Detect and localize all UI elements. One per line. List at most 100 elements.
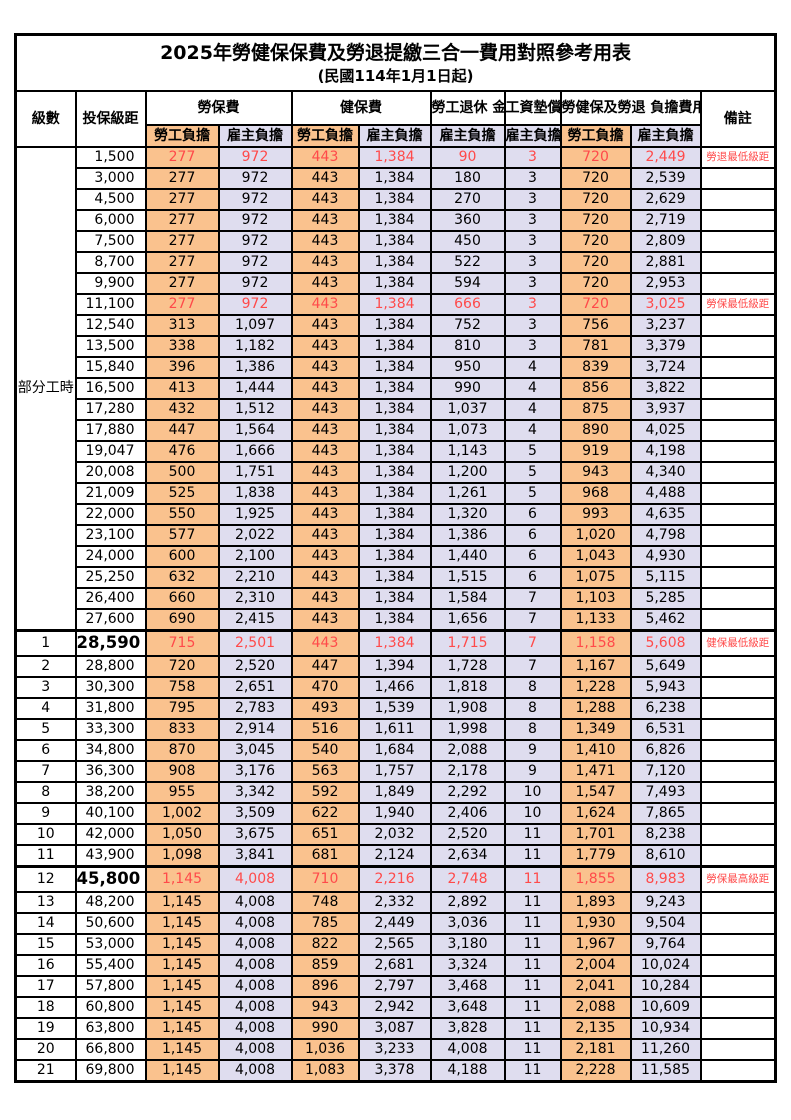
total-employer-cell: 9,243 [629, 891, 702, 914]
total-employer-cell: 3,237 [629, 314, 702, 337]
fund-employer-cell: 11 [503, 996, 562, 1019]
total-employee-cell: 890 [559, 419, 632, 442]
remark-cell [699, 188, 777, 211]
labor-employer-cell: 1,564 [217, 419, 293, 442]
health-employer-cell: 1,384 [357, 146, 432, 169]
salary-cell: 28,800 [74, 655, 147, 678]
remark-cell [699, 209, 777, 232]
level-cell: 15 [14, 933, 77, 956]
health-employee-cell: 785 [290, 912, 360, 935]
labor-employee-cell: 1,050 [144, 823, 220, 846]
level-cell: 9 [14, 802, 77, 825]
remark-cell [699, 823, 777, 846]
total-employee-cell: 720 [559, 188, 632, 211]
health-employer-cell: 1,384 [357, 209, 432, 232]
remark-cell [699, 251, 777, 274]
labor-employee-cell: 277 [144, 272, 220, 295]
salary-cell: 40,100 [74, 802, 147, 825]
labor-employer-cell: 3,841 [217, 844, 293, 867]
health-employee-cell: 443 [290, 545, 360, 568]
health-employer-cell: 1,384 [357, 398, 432, 421]
salary-cell: 25,250 [74, 566, 147, 589]
total-employee-cell: 756 [559, 314, 632, 337]
remark-cell [699, 545, 777, 568]
fund-employer-cell: 7 [503, 608, 562, 631]
total-employee-cell: 1,930 [559, 912, 632, 935]
health-employer-cell: 2,797 [357, 975, 432, 998]
health-employee-cell: 516 [290, 718, 360, 741]
total-employer-cell: 4,488 [629, 482, 702, 505]
column-header-level: 級數 [14, 90, 77, 148]
health-employee-cell: 443 [290, 524, 360, 547]
total-employee-cell: 968 [559, 482, 632, 505]
table-row: 3,000 277 972 443 1,384 180 3 720 2,539 [16, 167, 777, 190]
labor-employer-cell: 2,210 [217, 566, 293, 589]
health-employer-cell: 1,384 [357, 482, 432, 505]
fund-employer-cell: 7 [503, 655, 562, 678]
total-employee-cell: 720 [559, 293, 632, 316]
total-employee-cell: 1,133 [559, 608, 632, 631]
table-row: 9 40,100 1,002 3,509 622 1,940 2,406 10 1,624 7,8… [14, 802, 777, 825]
health-employee-cell: 990 [290, 1017, 360, 1040]
health-employer-cell: 1,384 [357, 377, 432, 400]
table-row: 12 45,800 1,145 4,008 710 2,216 2,748 11 1,855 8,… [14, 865, 777, 893]
remark-cell [699, 891, 777, 914]
health-employer-cell: 1,384 [357, 272, 432, 295]
total-employer-cell: 3,822 [629, 377, 702, 400]
salary-cell: 3,000 [74, 167, 147, 190]
labor-employer-cell: 3,342 [217, 781, 293, 804]
total-employee-cell: 1,471 [559, 760, 632, 783]
pension-employer-cell: 950 [429, 356, 506, 379]
fund-employer-cell: 11 [503, 912, 562, 935]
pension-employer-cell: 810 [429, 335, 506, 358]
labor-employee-cell: 550 [144, 503, 220, 526]
labor-employer-cell: 972 [217, 272, 293, 295]
health-employee-cell: 540 [290, 739, 360, 762]
total-employee-cell: 720 [559, 230, 632, 253]
total-employee-cell: 1,228 [559, 676, 632, 699]
pension-employer-cell: 1,320 [429, 503, 506, 526]
total-employer-cell: 5,285 [629, 587, 702, 610]
total-employer-cell: 2,539 [629, 167, 702, 190]
total-employee-cell: 781 [559, 335, 632, 358]
total-employer-cell: 4,635 [629, 503, 702, 526]
labor-employer-cell: 2,100 [217, 545, 293, 568]
table-row: 15 53,000 1,145 4,008 822 2,565 3,180 11 1,967 9,… [14, 933, 777, 956]
pension-employer-cell: 1,656 [429, 608, 506, 631]
remark-cell [699, 760, 777, 783]
column-header-labor-insurance: 勞保費 [144, 90, 293, 126]
pension-employer-cell: 1,200 [429, 461, 506, 484]
remark-cell [699, 933, 777, 956]
labor-employee-cell: 715 [144, 629, 220, 657]
level-cell: 2 [14, 655, 77, 678]
table-row: 25,250 632 2,210 443 1,384 1,515 6 1,075 5,115 [16, 566, 777, 589]
labor-employee-cell: 1,145 [144, 1017, 220, 1040]
total-employer-cell: 5,649 [629, 655, 702, 678]
health-employee-cell: 443 [290, 356, 360, 379]
table-row: 13,500 338 1,182 443 1,384 810 3 781 3,379 [16, 335, 777, 358]
total-employer-cell: 6,531 [629, 718, 702, 741]
fund-employer-cell: 11 [503, 823, 562, 846]
table-row: 部分工時 1,500 277 972 443 1,384 90 3 720 2,449 勞退最低級距 [14, 146, 777, 631]
labor-employer-cell: 4,008 [217, 996, 293, 1019]
health-employee-cell: 592 [290, 781, 360, 804]
fund-employer-cell: 4 [503, 398, 562, 421]
salary-cell: 55,400 [74, 954, 147, 977]
total-employer-cell: 10,284 [629, 975, 702, 998]
pension-employer-cell: 1,386 [429, 524, 506, 547]
health-employer-cell: 1,394 [357, 655, 432, 678]
salary-cell: 12,540 [74, 314, 147, 337]
total-employer-cell: 2,449 [629, 146, 702, 169]
total-employee-cell: 1,103 [559, 587, 632, 610]
remark-cell [699, 377, 777, 400]
health-employee-cell: 651 [290, 823, 360, 846]
fund-employer-cell: 4 [503, 356, 562, 379]
table-row: 17,880 447 1,564 443 1,384 1,073 4 890 4,025 [16, 419, 777, 442]
salary-cell: 60,800 [74, 996, 147, 1019]
fund-employer-cell: 7 [503, 629, 562, 657]
health-employee-cell: 443 [290, 188, 360, 211]
remark-cell [699, 844, 777, 867]
table-row: 15,840 396 1,386 443 1,384 950 4 839 3,724 [16, 356, 777, 379]
salary-cell: 57,800 [74, 975, 147, 998]
level-cell: 12 [14, 865, 77, 893]
